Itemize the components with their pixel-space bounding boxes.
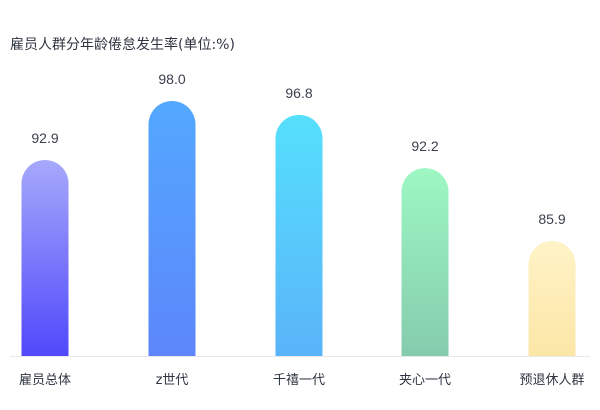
- value-label-夹心一代: 92.2: [411, 138, 438, 154]
- category-label-雇员总体: 雇员总体: [19, 372, 71, 388]
- category-label-z世代: z世代: [156, 373, 189, 388]
- category-label-千禧一代: 千禧一代: [273, 373, 325, 388]
- chart-title: 雇员人群分年龄倦怠发生率(单位:%): [10, 37, 235, 53]
- bars-layer: [21, 100, 576, 356]
- category-label-夹心一代: 夹心一代: [399, 373, 451, 388]
- bar-预退休人群: [528, 240, 576, 356]
- value-label-预退休人群: 85.9: [538, 211, 565, 227]
- value-label-雇员总体: 92.9: [31, 130, 58, 146]
- value-label-千禧一代: 96.8: [285, 85, 312, 101]
- value-label-z世代: 98.0: [158, 71, 185, 87]
- category-label-预退休人群: 预退休人群: [519, 373, 584, 388]
- bar-雇员总体: [21, 160, 69, 356]
- bar-夹心一代: [401, 168, 449, 356]
- labels-layer: 92.9 雇员总体 98.0 z世代 96.8 千禧一代 92.2 夹心一代 85.9 预退休人群: [19, 71, 585, 388]
- bar-z世代: [148, 100, 196, 356]
- bar-千禧一代: [275, 114, 323, 356]
